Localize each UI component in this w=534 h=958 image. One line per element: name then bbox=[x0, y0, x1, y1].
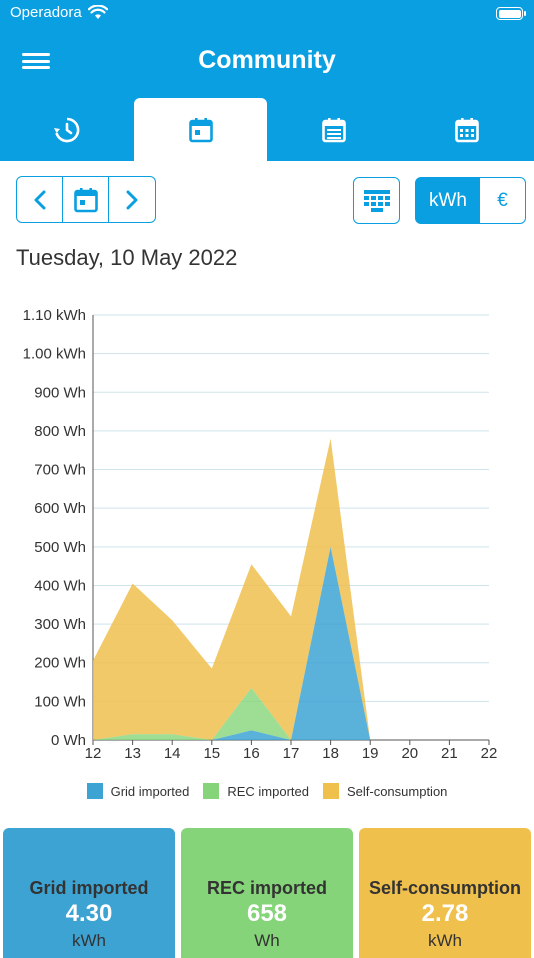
chart-legend: Grid imported REC imported Self-consumpt… bbox=[0, 783, 534, 799]
legend-label: Grid imported bbox=[110, 783, 190, 799]
legend-label: REC imported bbox=[227, 783, 309, 799]
x-tick-label: 13 bbox=[124, 745, 141, 762]
summary-card-grid-imported: Grid imported 4.30 kWh bbox=[3, 828, 175, 958]
card-label: REC imported bbox=[206, 878, 327, 898]
x-tick-label: 22 bbox=[481, 745, 498, 762]
card-unit: kWh bbox=[72, 931, 106, 950]
card-value: 4.30 bbox=[65, 900, 113, 927]
next-day-button[interactable] bbox=[108, 176, 156, 223]
calendar-list-icon bbox=[321, 117, 346, 142]
y-tick-label: 400 Wh bbox=[34, 577, 86, 594]
y-tick-label: 1.10 kWh bbox=[23, 307, 86, 324]
legend-swatch bbox=[86, 783, 103, 799]
card-value: 2.78 bbox=[421, 900, 469, 927]
legend-item-rec-imported[interactable]: REC imported bbox=[203, 783, 309, 799]
y-tick-label: 100 Wh bbox=[34, 693, 86, 710]
chevron-right-icon bbox=[126, 190, 138, 209]
table-grid-icon bbox=[363, 189, 390, 212]
calendar-grid-icon bbox=[454, 117, 479, 142]
clock-refresh-icon bbox=[53, 117, 79, 142]
euro-unit-button[interactable]: € bbox=[479, 177, 526, 224]
x-tick-label: 20 bbox=[401, 745, 418, 762]
tab-week[interactable] bbox=[267, 98, 400, 161]
y-tick-label: 200 Wh bbox=[34, 655, 86, 672]
wifi-icon bbox=[87, 5, 108, 19]
card-label: Grid imported bbox=[29, 878, 149, 898]
summary-card-rec-imported: REC imported 658 Wh bbox=[181, 828, 353, 958]
y-tick-label: 1.00 kWh bbox=[23, 346, 86, 363]
tab-history[interactable] bbox=[0, 98, 133, 161]
tab-day[interactable] bbox=[134, 98, 267, 161]
calendar-day-icon bbox=[74, 187, 98, 212]
x-tick-label: 15 bbox=[203, 745, 220, 762]
tab-month[interactable] bbox=[400, 98, 533, 161]
battery-icon bbox=[496, 7, 526, 20]
energy-chart: 0 Wh 100 Wh 200 Wh 300 Wh 400 Wh 500 Wh 600 Wh… bbox=[23, 307, 498, 762]
table-view-button[interactable] bbox=[353, 177, 400, 224]
page-title: Community bbox=[198, 46, 336, 74]
calendar-day-icon bbox=[188, 117, 213, 142]
legend-swatch bbox=[322, 783, 339, 799]
y-tick-label: 500 Wh bbox=[34, 539, 86, 556]
y-tick-label: 800 Wh bbox=[34, 423, 86, 440]
card-label: Self-consumption bbox=[369, 878, 521, 898]
summary-card-self-consumption: Self-consumption 2.78 kWh bbox=[359, 828, 531, 958]
date-label: Tuesday, 10 May 2022 bbox=[16, 245, 238, 270]
x-tick-label: 17 bbox=[283, 745, 300, 762]
app-header: Operadora Community bbox=[0, 0, 534, 161]
legend-item-grid-imported[interactable]: Grid imported bbox=[86, 783, 190, 799]
y-tick-label: 0 Wh bbox=[51, 732, 86, 749]
card-value: 658 bbox=[246, 900, 288, 927]
status-bar: Operadora bbox=[10, 4, 108, 21]
legend-label: Self-consumption bbox=[346, 783, 448, 799]
x-tick-label: 21 bbox=[441, 745, 458, 762]
x-tick-label: 18 bbox=[322, 745, 339, 762]
x-tick-label: 12 bbox=[85, 745, 102, 762]
legend-item-self-consumption[interactable]: Self-consumption bbox=[322, 783, 448, 799]
legend-swatch bbox=[203, 783, 220, 799]
hamburger-menu-icon[interactable] bbox=[22, 50, 50, 74]
series-area-self-consumption bbox=[93, 438, 489, 740]
carrier-label: Operadora bbox=[10, 4, 82, 21]
y-tick-label: 900 Wh bbox=[34, 384, 86, 401]
kwh-unit-button[interactable]: kWh bbox=[415, 177, 481, 224]
y-tick-label: 300 Wh bbox=[34, 616, 86, 633]
card-unit: Wh bbox=[254, 931, 280, 950]
x-tick-label: 16 bbox=[243, 745, 260, 762]
card-unit: kWh bbox=[428, 931, 462, 950]
x-tick-label: 14 bbox=[164, 745, 181, 762]
y-tick-label: 700 Wh bbox=[34, 462, 86, 479]
x-tick-label: 19 bbox=[362, 745, 379, 762]
chevron-left-icon bbox=[34, 190, 46, 209]
y-tick-label: 600 Wh bbox=[34, 500, 86, 517]
